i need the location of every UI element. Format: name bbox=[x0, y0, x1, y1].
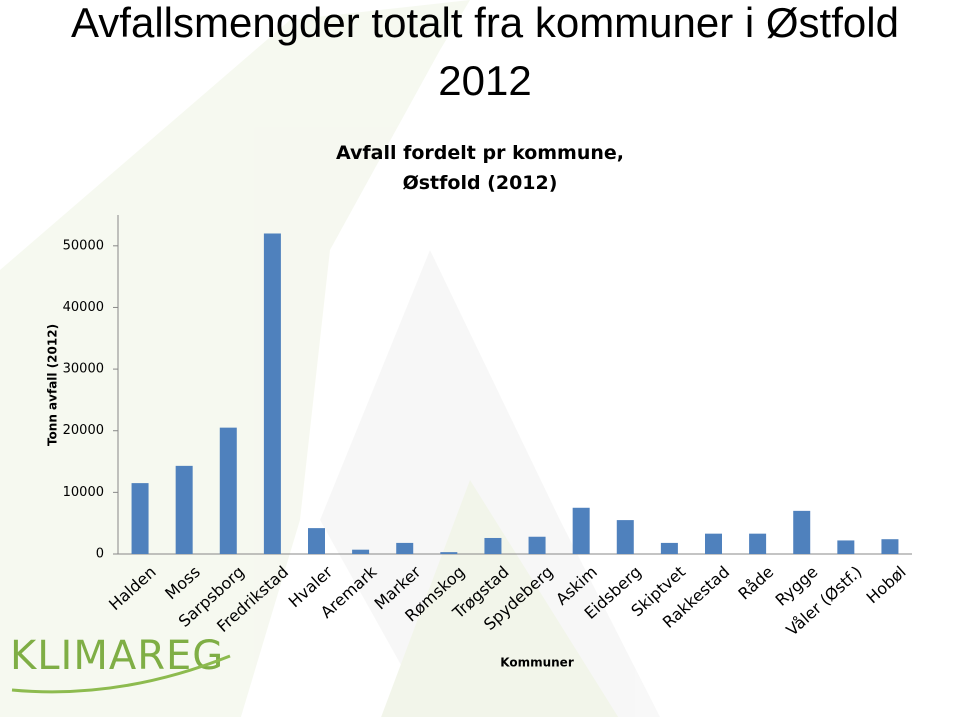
bar bbox=[308, 528, 325, 554]
y-tick-label: 10000 bbox=[63, 485, 104, 500]
y-axis-title: Tonn avfall (2012) bbox=[46, 324, 60, 446]
slide-title: Avfallsmengder totalt fra kommuner i Øst… bbox=[71, 0, 899, 104]
logo: KLIMAREG bbox=[10, 633, 231, 694]
bar bbox=[484, 537, 502, 554]
bar bbox=[572, 507, 590, 554]
bar bbox=[396, 542, 414, 554]
bar bbox=[263, 233, 281, 554]
logo-swoosh bbox=[11, 654, 231, 694]
x-tick-label: Råde bbox=[734, 562, 777, 603]
bar bbox=[881, 539, 899, 554]
x-tick-label: Hobøl bbox=[863, 562, 910, 607]
bar bbox=[352, 549, 370, 554]
y-tick-label: 0 bbox=[96, 547, 104, 562]
bar bbox=[440, 552, 458, 554]
bar bbox=[705, 533, 722, 554]
bar bbox=[837, 540, 855, 554]
x-axis-title: Kommuner bbox=[500, 656, 574, 670]
bar bbox=[528, 536, 546, 554]
y-tick-label: 20000 bbox=[63, 423, 104, 438]
logo-text: KLIMAREG bbox=[10, 633, 224, 679]
bar bbox=[749, 533, 767, 554]
y-tick-label: 30000 bbox=[63, 362, 104, 377]
bar bbox=[175, 465, 193, 554]
y-tick-label: 50000 bbox=[63, 238, 104, 253]
bar bbox=[793, 510, 811, 554]
y-tick-label: 40000 bbox=[63, 300, 104, 315]
bar bbox=[219, 427, 237, 554]
bar bbox=[131, 483, 149, 554]
chart-title: Avfall fordelt pr kommune, Østfold (2012… bbox=[335, 142, 625, 194]
bar bbox=[616, 520, 634, 554]
bar bbox=[660, 542, 678, 554]
